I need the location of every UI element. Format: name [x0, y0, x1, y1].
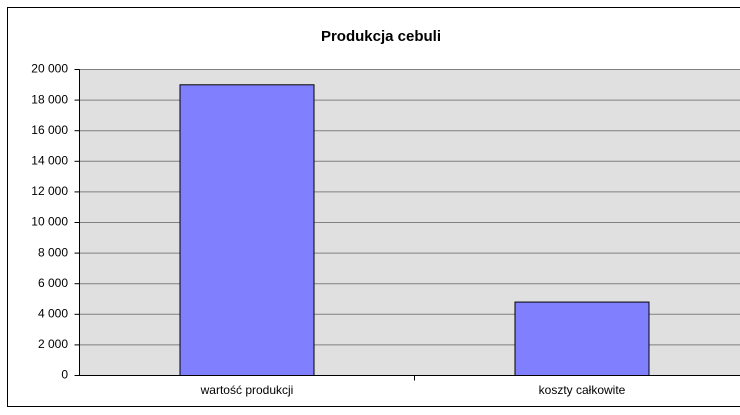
y-tick-label: 12 000 — [31, 184, 68, 198]
y-tick-label: 0 — [61, 368, 68, 382]
chart-title: Produkcja cebuli — [321, 28, 441, 45]
bar — [179, 84, 315, 377]
y-tick-label: 18 000 — [31, 92, 68, 106]
y-tick-label: 6 000 — [38, 276, 68, 290]
y-tick-label: 2 000 — [38, 337, 68, 351]
x-tick-label: wartość produkcji — [200, 383, 294, 397]
y-tick-label: 10 000 — [31, 215, 68, 229]
x-tick-label: koszty całkowite — [539, 383, 626, 397]
y-tick-label: 16 000 — [31, 123, 68, 137]
y-tick-label: 4 000 — [38, 306, 68, 320]
bar — [514, 301, 650, 376]
y-tick-label: 8 000 — [38, 245, 68, 259]
y-tick-label: 20 000 — [31, 62, 68, 76]
y-tick-label: 14 000 — [31, 153, 68, 167]
